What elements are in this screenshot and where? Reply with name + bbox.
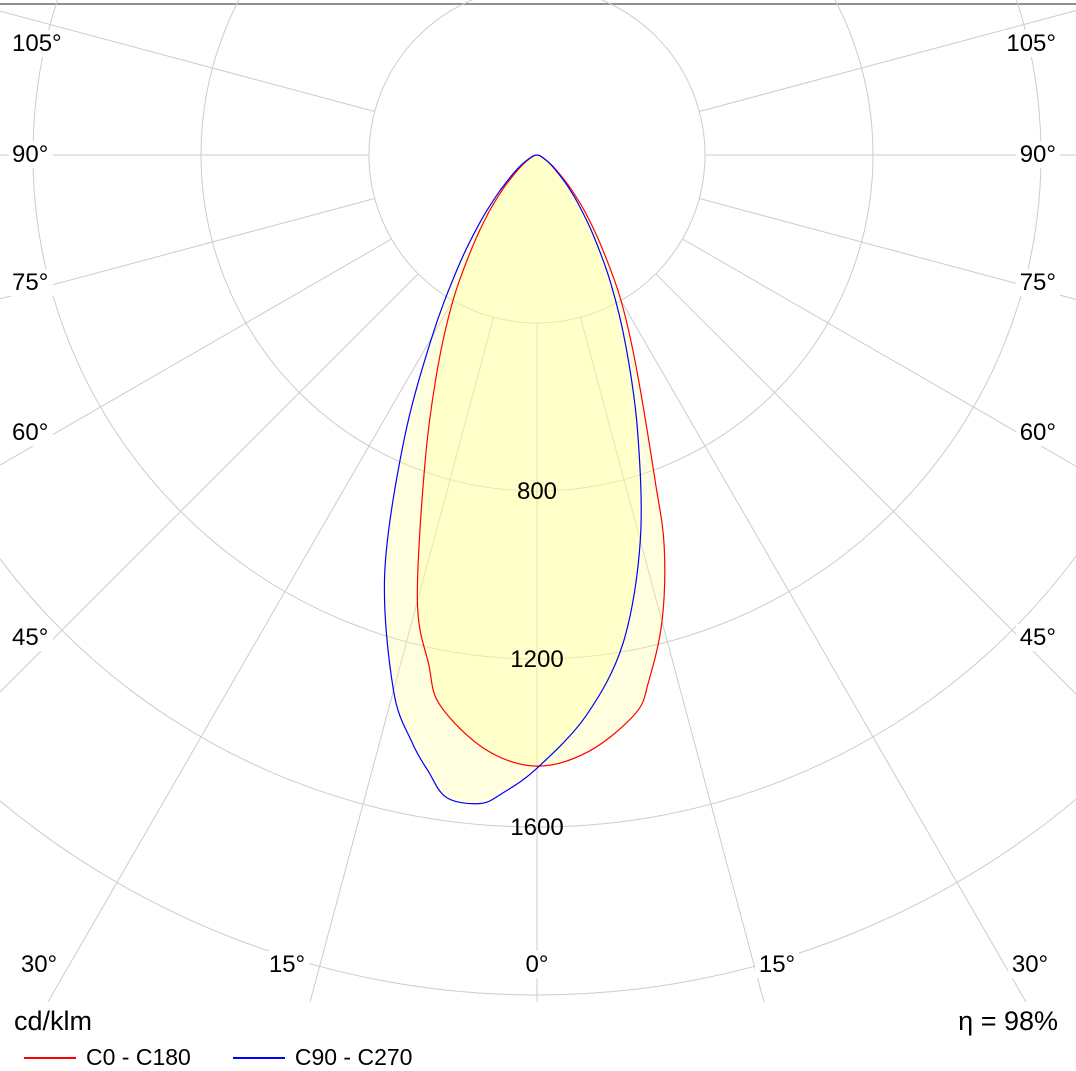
angle-tick-label-75: 75°	[12, 269, 48, 296]
grid-ray-30deg	[621, 301, 1076, 1003]
legend-item-c0-c180: C0 - C180	[24, 1044, 191, 1071]
footer: cd/klm η = 98% C0 - C180 C90 - C270	[0, 1002, 1076, 1071]
angle-tick-label-60: 60°	[1020, 419, 1056, 446]
angle-tick-label-90: 90°	[1020, 141, 1056, 168]
legend-item-c90-c270: C90 - C270	[233, 1044, 413, 1071]
legend-line-c0-c180-swatch	[24, 1057, 76, 1059]
angle-tick-label-30: 30°	[1012, 951, 1048, 978]
efficiency-label: η = 98%	[958, 1006, 1058, 1037]
grid-ray--30deg	[0, 301, 453, 1003]
angle-tick-label-15: 15°	[269, 951, 305, 978]
angle-tick-label-15: 15°	[759, 951, 795, 978]
grid-ray-60deg	[683, 239, 1076, 905]
grid-ray--75deg	[0, 199, 375, 544]
grid-ray-75deg	[699, 199, 1076, 544]
angle-tick-label-105: 105°	[1006, 30, 1056, 57]
angle-tick-label-45: 45°	[12, 624, 48, 651]
radial-tick-label-1200: 1200	[510, 646, 563, 673]
radial-tick-label-1600: 1600	[510, 814, 563, 841]
angle-tick-label-60: 60°	[12, 419, 48, 446]
angle-tick-label-45: 45°	[1020, 624, 1056, 651]
grid-ray-45deg	[656, 274, 1076, 1002]
angle-tick-label-75: 75°	[1020, 269, 1056, 296]
unit-label: cd/klm	[14, 1006, 92, 1037]
legend: C0 - C180 C90 - C270	[0, 1037, 1076, 1071]
footer-top-row: cd/klm η = 98%	[0, 1002, 1076, 1037]
polar-chart: 800 1200 1600 0° 15° 15° 30° 30° 45° 45° 60° 60° 75°…	[0, 0, 1076, 1002]
grid-ray--60deg	[0, 239, 392, 905]
angle-tick-label-30: 30°	[21, 951, 57, 978]
grid-ray--45deg	[0, 274, 418, 1002]
legend-label-c90-c270: C90 - C270	[295, 1044, 413, 1071]
angle-tick-label-0: 0°	[526, 951, 549, 978]
angle-tick-label-105: 105°	[12, 30, 62, 57]
radial-tick-label-800: 800	[517, 478, 557, 505]
angle-tick-label-90: 90°	[12, 141, 48, 168]
legend-label-c0-c180: C0 - C180	[86, 1044, 191, 1071]
legend-line-c90-c270-swatch	[233, 1057, 285, 1059]
